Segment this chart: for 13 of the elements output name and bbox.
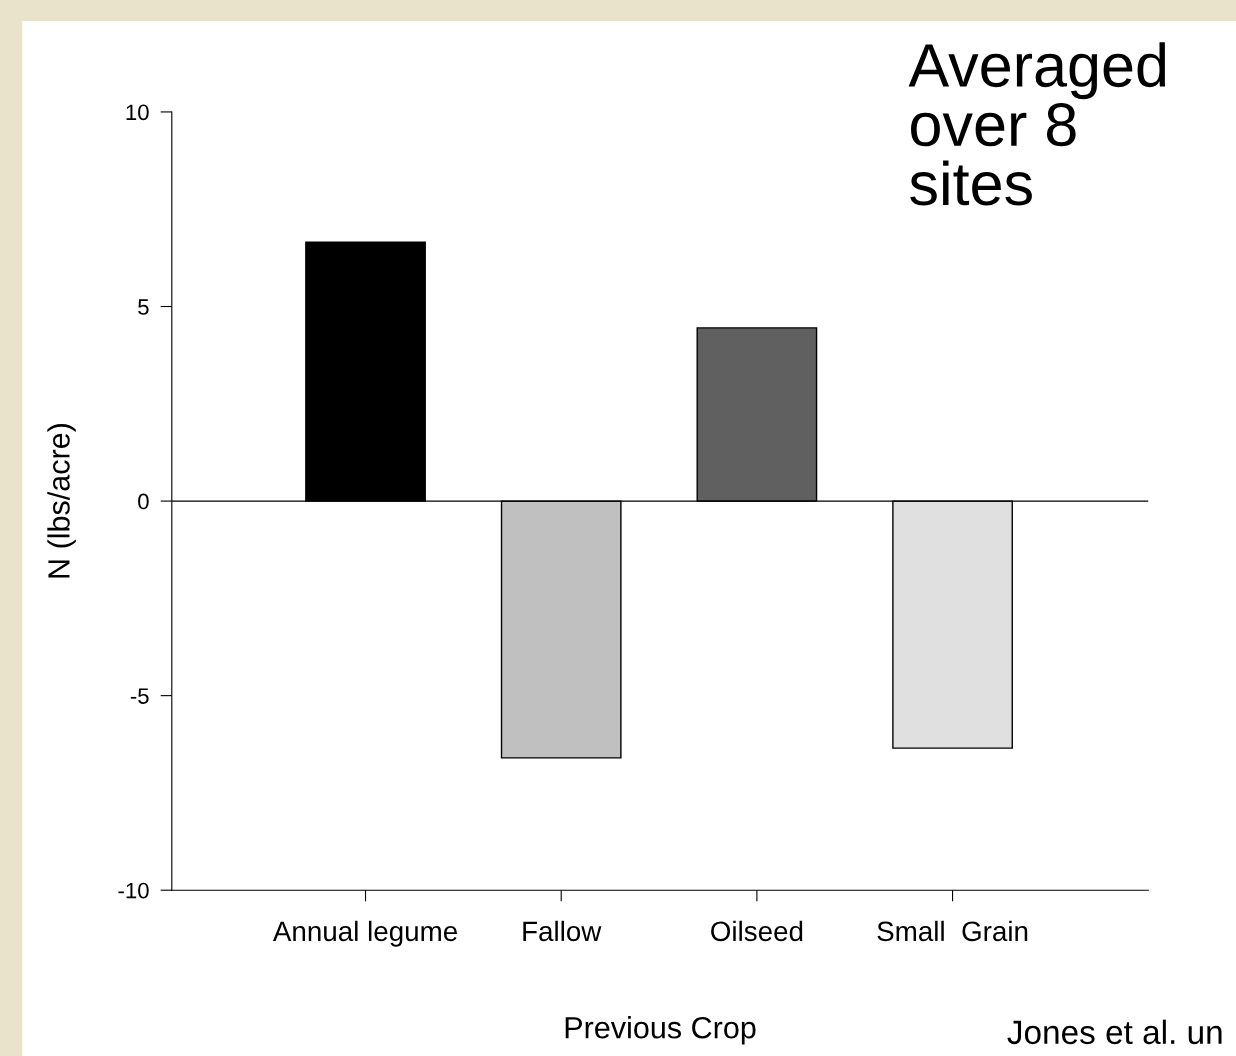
y-tick-label: 5 bbox=[138, 299, 149, 315]
x-tick-label: Fallow bbox=[523, 920, 602, 942]
y-tick-label: -5 bbox=[130, 688, 149, 704]
x-tick-label: Small Grain bbox=[877, 920, 1028, 942]
y-tick-label: 0 bbox=[138, 493, 149, 510]
x-tick-label: Annual legume bbox=[272, 920, 457, 947]
x-tick-label: Oilseed bbox=[711, 920, 803, 942]
x-axis-title: Previous Crop bbox=[565, 1016, 756, 1045]
y-axis-title: N (lbs/acre) bbox=[47, 424, 76, 578]
annotation: Averaged over 8 sites bbox=[908, 42, 1166, 206]
y-tick-label: 10 bbox=[126, 104, 149, 121]
text: Jones et al. un bbox=[1007, 1019, 1222, 1045]
y-tick-label: -10 bbox=[118, 882, 149, 899]
